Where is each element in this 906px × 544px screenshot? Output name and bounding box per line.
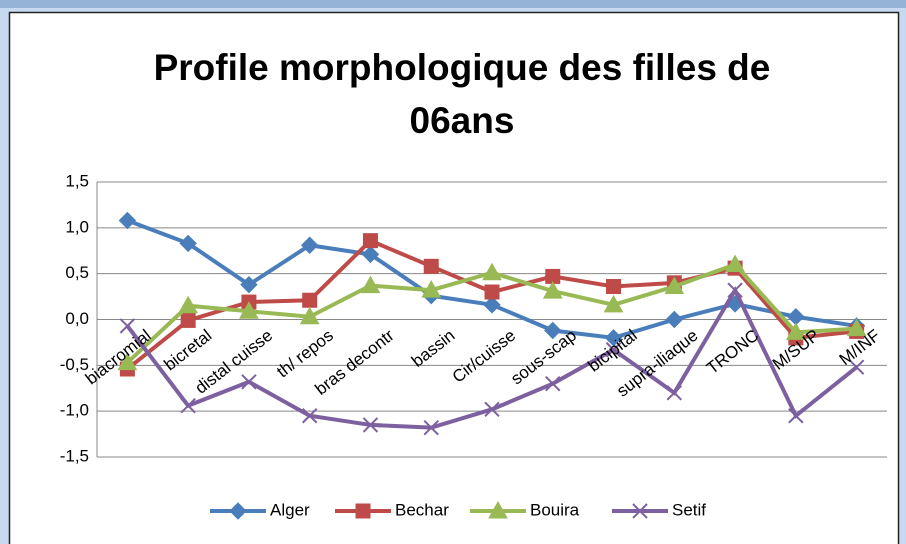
marker: [484, 284, 500, 300]
marker: [484, 401, 500, 418]
marker: [300, 236, 319, 254]
legend-label: Bouira: [530, 500, 580, 519]
marker: [180, 312, 196, 328]
y-tick-label: -1,5: [60, 446, 89, 465]
marker: [229, 502, 247, 520]
marker: [360, 275, 381, 294]
chart-title: Profile morphologique des filles de: [154, 47, 771, 88]
marker: [666, 385, 683, 401]
marker: [544, 321, 562, 340]
marker: [179, 234, 197, 253]
y-tick-label: 1,0: [65, 217, 89, 236]
y-tick-label: 1,5: [65, 171, 89, 190]
marker: [180, 397, 196, 414]
marker: [423, 258, 439, 274]
legend-label: Bechar: [395, 500, 449, 519]
marker: [119, 318, 136, 334]
y-tick-label: -1,0: [60, 401, 89, 420]
marker: [846, 318, 867, 337]
marker: [606, 279, 622, 294]
marker: [848, 359, 865, 375]
legend-label: Alger: [270, 500, 310, 519]
marker: [788, 408, 804, 424]
marker: [423, 419, 439, 436]
legend-label: Setif: [672, 500, 706, 519]
marker: [118, 211, 137, 230]
chart-title: 06ans: [410, 100, 515, 141]
marker: [605, 342, 622, 358]
marker: [664, 276, 685, 294]
marker: [604, 329, 623, 347]
marker: [240, 275, 258, 294]
marker: [725, 254, 745, 272]
marker: [301, 408, 318, 424]
marker: [727, 282, 743, 298]
marker: [483, 296, 501, 314]
marker: [362, 233, 378, 249]
marker: [355, 503, 371, 519]
marker: [785, 322, 806, 340]
marker: [239, 301, 259, 319]
marker: [421, 280, 442, 298]
marker: [361, 245, 380, 264]
marker: [482, 262, 502, 281]
marker: [545, 375, 561, 392]
marker: [299, 306, 320, 325]
marker: [632, 503, 648, 519]
marker: [603, 294, 624, 313]
y-tick-label: -0,5: [60, 355, 89, 374]
y-tick-label: 0,5: [65, 263, 89, 282]
chart-area: [8, 11, 900, 544]
marker: [362, 417, 379, 433]
marker: [542, 281, 563, 299]
y-tick-label: 0,0: [65, 309, 89, 328]
marker: [241, 374, 257, 390]
marker: [117, 352, 138, 371]
marker: [302, 292, 318, 308]
marker: [488, 500, 508, 519]
marker: [665, 310, 684, 329]
top-band: [0, 0, 906, 8]
marker: [178, 295, 199, 314]
